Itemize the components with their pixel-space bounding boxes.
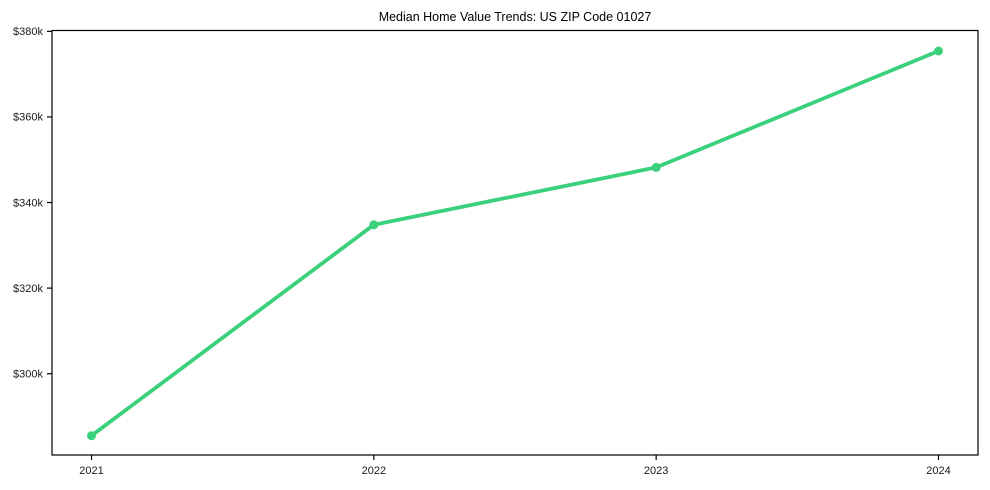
x-tick-label: 2022 — [362, 465, 386, 477]
x-axis: 2021 2022 2023 2024 — [79, 455, 951, 477]
y-tick-label: $300k — [13, 368, 43, 380]
data-point-marker — [369, 220, 379, 230]
y-axis: $300k $320k $340k $360k $380k — [13, 26, 52, 380]
y-tick-label: $320k — [13, 283, 43, 295]
x-tick-label: 2024 — [926, 465, 950, 477]
series-group — [87, 46, 943, 441]
plot-border — [51, 29, 979, 456]
series-line — [89, 49, 941, 438]
data-point-marker — [651, 162, 661, 172]
y-tick-label: $340k — [13, 197, 43, 209]
data-point-marker — [87, 431, 96, 441]
x-tick-label: 2021 — [79, 465, 103, 477]
data-point-marker — [934, 46, 943, 56]
x-tick-label: 2023 — [644, 465, 668, 477]
y-tick-label: $380k — [13, 26, 43, 38]
y-tick-label: $360k — [13, 112, 43, 124]
chart-title: Median Home Value Trends: US ZIP Code 01… — [379, 10, 652, 24]
